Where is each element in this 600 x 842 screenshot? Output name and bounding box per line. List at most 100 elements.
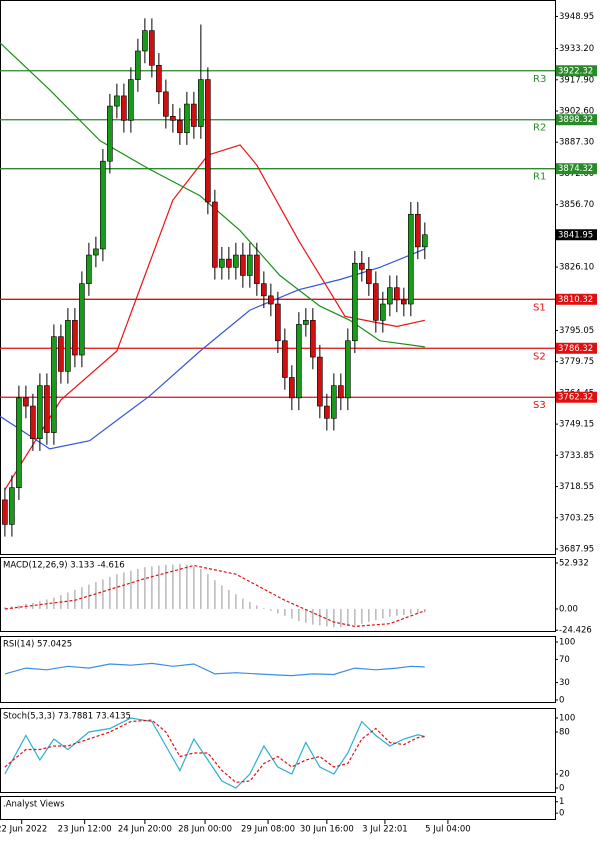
candle-body: [254, 254, 260, 284]
candle-body: [233, 254, 239, 268]
y-tick-label: 0: [559, 809, 564, 819]
indicator-line: [0, 42, 425, 348]
candle-body: [58, 336, 64, 372]
y-tick-label: 1: [559, 797, 564, 807]
candle-body: [380, 303, 386, 321]
candle-body: [100, 160, 106, 250]
level-price-box: [556, 114, 597, 126]
candle-body: [121, 95, 127, 121]
panel-title: RSI(14) 57.0425: [3, 640, 72, 650]
candle-body: [303, 320, 309, 325]
y-tick-label: 3917.90: [559, 75, 594, 85]
level-price-label: 3898.32: [558, 115, 593, 125]
candle-body: [114, 95, 120, 107]
candle-body: [156, 64, 162, 93]
last-price-box: [556, 229, 597, 241]
candle-body: [135, 50, 141, 80]
candle-body: [408, 213, 414, 305]
indicator-line: [4, 662, 425, 677]
level-price-box: [556, 65, 597, 77]
candle-body: [240, 254, 246, 276]
level-name: S3: [533, 400, 546, 411]
candle-body: [373, 283, 379, 321]
y-tick-label: 3718.55: [559, 482, 594, 492]
y-tick-label: -24.426: [559, 626, 592, 636]
panel-frame: [0, 557, 556, 632]
candle-body: [324, 405, 330, 419]
level-price-label: 3762.32: [558, 393, 593, 403]
candle-body: [394, 287, 400, 301]
candle-body: [331, 385, 337, 419]
candle-body: [282, 340, 288, 378]
candle-body: [86, 254, 92, 284]
candle-body: [9, 487, 15, 525]
y-tick-label: 3687.95: [559, 544, 594, 554]
level-price-box: [556, 293, 597, 305]
y-tick-label: 3795.05: [559, 326, 594, 336]
panel-title: MACD(12,26,9) 3.133 -4.616: [3, 561, 125, 571]
candle-body: [170, 116, 176, 121]
panel-frame: [0, 0, 556, 555]
y-tick-label: 20: [559, 770, 570, 780]
candle-body: [107, 105, 113, 162]
candle-body: [366, 269, 372, 284]
y-tick-label: 52.932: [559, 558, 589, 568]
y-tick-label: 80: [559, 728, 570, 738]
candle-body: [72, 320, 78, 356]
candle-body: [205, 79, 211, 203]
candle-body: [184, 103, 190, 133]
x-tick-label: 24 Jun 20:00: [118, 825, 172, 835]
candle-body: [128, 79, 134, 121]
y-tick-label: 70: [559, 655, 570, 665]
x-tick-label: 28 Jun 00:00: [178, 825, 232, 835]
x-tick-label: 23 Jun 12:00: [58, 825, 112, 835]
candle-body: [261, 283, 267, 297]
level-name: S2: [533, 351, 546, 362]
level-name: R1: [533, 172, 546, 183]
y-tick-label: 3856.70: [559, 200, 594, 210]
x-tick-label: 29 Jun 08:00: [241, 825, 295, 835]
candle-body: [296, 324, 302, 399]
y-tick-label: 3749.15: [559, 420, 594, 430]
candle-body: [317, 356, 323, 407]
candle-body: [65, 320, 71, 372]
candle-body: [226, 258, 232, 268]
candle-body: [142, 30, 148, 52]
candle-body: [352, 262, 358, 342]
indicator-line: [4, 144, 425, 491]
candle-body: [415, 213, 421, 248]
indicator-line: [0, 248, 426, 450]
indicator-line: [4, 717, 425, 789]
level-price-label: 3786.32: [558, 344, 593, 354]
candle-body: [289, 377, 295, 399]
y-tick-label: 3948.95: [559, 12, 594, 22]
candle-body: [44, 385, 50, 433]
level-price-label: 3874.32: [558, 164, 593, 174]
y-tick-label: 3887.30: [559, 138, 594, 148]
level-name: R3: [533, 74, 546, 85]
x-tick-label: 5 Jul 04:00: [425, 825, 471, 835]
y-tick-label: 0.00: [559, 604, 578, 614]
last-price-label: 3841.95: [558, 230, 593, 240]
level-name: S1: [533, 302, 546, 313]
candle-body: [23, 397, 29, 407]
candle-body: [37, 385, 43, 439]
panel-frame: [0, 796, 556, 820]
candle-body: [191, 103, 197, 127]
candle-body: [30, 405, 36, 439]
y-tick-label: 3703.25: [559, 513, 594, 523]
panel-title: Stoch(5,3,3) 73.7881 73.4135: [3, 712, 131, 722]
x-tick-label: 22 Jun 2022: [0, 825, 47, 835]
level-price-box: [556, 342, 597, 354]
candle-body: [177, 120, 183, 133]
y-tick-label: 3826.10: [559, 263, 594, 273]
candle-body: [2, 499, 8, 525]
y-tick-label: 30: [559, 678, 570, 688]
level-price-box: [556, 163, 597, 175]
x-tick-label: 30 Jun 16:00: [300, 825, 354, 835]
candle-body: [387, 287, 393, 305]
level-price-box: [556, 391, 597, 403]
x-tick-label: 3 Jul 22:01: [362, 825, 408, 835]
panel-title: .Analyst Views: [3, 800, 65, 810]
